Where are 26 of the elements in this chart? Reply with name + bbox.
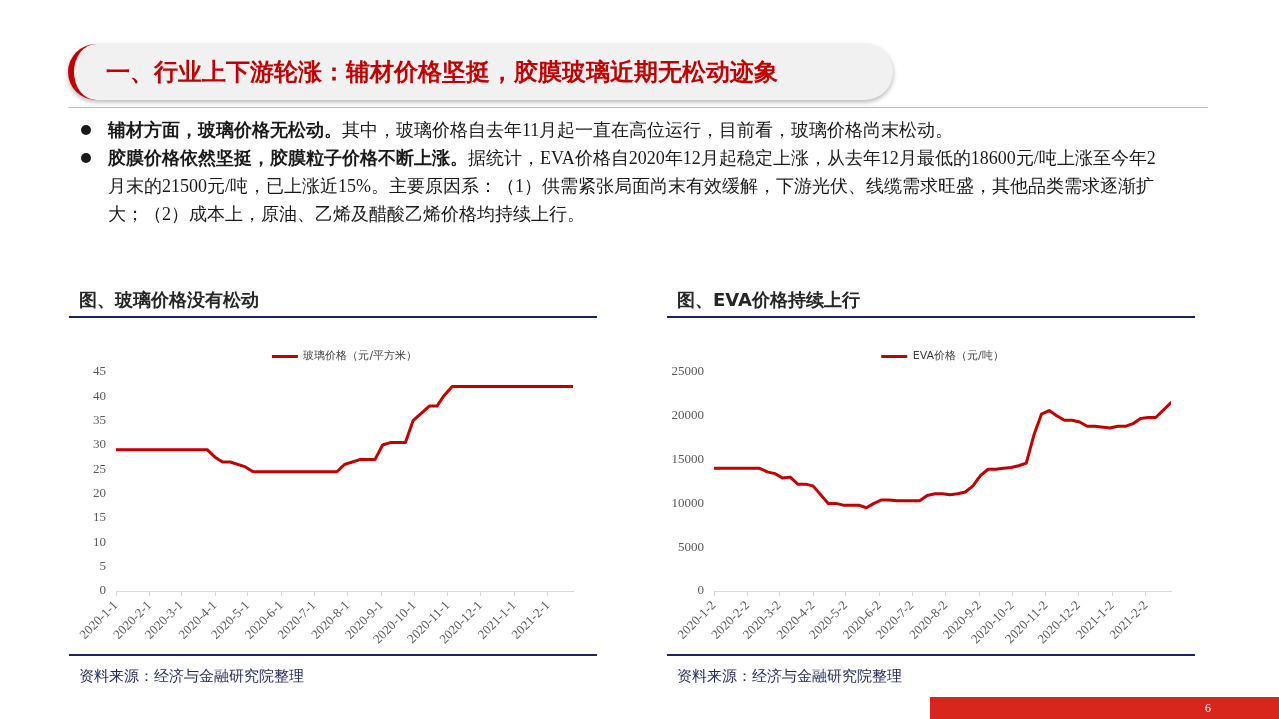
text: 胶膜价格依然坚挺，胶膜粒子价格不断上涨。 bbox=[108, 147, 468, 168]
y-tick-label: 25 bbox=[93, 460, 106, 476]
text: 6 bbox=[1205, 700, 1211, 716]
y-tick-label: 20 bbox=[93, 485, 106, 501]
y-tick-label: 20000 bbox=[671, 407, 704, 423]
chart-title: 图、玻璃价格没有松动 bbox=[78, 288, 260, 312]
y-tick-label: 30 bbox=[93, 436, 106, 452]
y-tick-label: 10000 bbox=[671, 494, 704, 510]
legend-label: 玻璃价格（元/平方米） bbox=[303, 349, 418, 363]
y-tick-label: 5000 bbox=[678, 538, 704, 554]
y-tick-label: 5 bbox=[99, 558, 106, 574]
y-tick-label: 15000 bbox=[671, 451, 704, 467]
y-tick-label: 10 bbox=[93, 533, 106, 549]
y-tick-label: 25000 bbox=[671, 363, 704, 379]
text: 资料来源：经济与金融研究院整理 bbox=[676, 666, 903, 686]
y-tick-label: 35 bbox=[93, 412, 106, 428]
y-tick-label: 0 bbox=[697, 582, 704, 598]
y-tick-label: 0 bbox=[99, 582, 106, 598]
text: 资料来源：经济与金融研究院整理 bbox=[78, 666, 305, 686]
legend-label: EVA价格（元/吨） bbox=[912, 349, 1004, 363]
text: 一、行业上下游轮涨：辅材价格坚挺，胶膜玻璃近期无松动迹象 bbox=[106, 57, 778, 88]
y-tick-label: 45 bbox=[93, 363, 106, 379]
y-tick-label: 40 bbox=[93, 387, 106, 403]
text: 辅材方面，玻璃价格无松动。 bbox=[108, 119, 342, 140]
y-tick-label: 15 bbox=[93, 509, 106, 525]
chart-title: 图、EVA价格持续上行 bbox=[676, 288, 861, 312]
